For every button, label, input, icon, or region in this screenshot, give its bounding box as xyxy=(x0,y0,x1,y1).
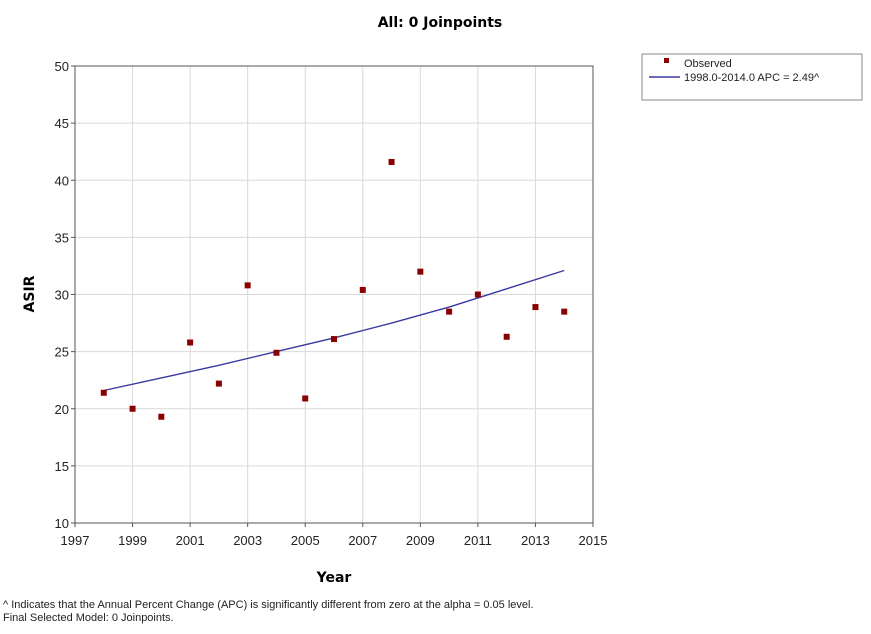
observed-point xyxy=(388,158,395,165)
x-tick-label: 2015 xyxy=(579,533,608,548)
legend-box xyxy=(641,53,863,101)
y-tick-label: 45 xyxy=(55,116,69,131)
observed-point xyxy=(532,304,539,311)
observed-point xyxy=(187,339,194,346)
x-tick-label: 2003 xyxy=(233,533,262,548)
grid xyxy=(75,66,593,523)
legend-trend-label: 1998.0-2014.0 APC = 2.49^ xyxy=(684,72,820,84)
x-tick-label: 2013 xyxy=(521,533,550,548)
y-axis: 10 15 20 25 30 35 40 45 50 xyxy=(55,59,75,531)
y-tick-label: 40 xyxy=(55,173,69,188)
observed-point xyxy=(474,291,481,298)
x-tick-label: 2001 xyxy=(176,533,205,548)
x-tick-label: 2011 xyxy=(464,533,492,548)
footnote-final-model: Final Selected Model: 0 Joinpoints. xyxy=(3,612,174,624)
observed-point xyxy=(302,395,309,402)
observed-point xyxy=(215,380,222,387)
observed-point xyxy=(446,308,453,315)
legend: Observed 1998.0-2014.0 APC = 2.49^ xyxy=(641,53,863,101)
observed-point xyxy=(417,268,424,275)
observed-point xyxy=(158,413,165,420)
y-tick-label: 15 xyxy=(55,459,69,474)
observed-point xyxy=(100,389,107,396)
y-tick-label: 50 xyxy=(55,59,69,74)
y-tick-label: 25 xyxy=(55,345,69,360)
observed-point xyxy=(244,282,251,289)
y-tick-label: 10 xyxy=(55,516,69,531)
y-tick-label: 35 xyxy=(55,230,69,245)
observed-point xyxy=(129,405,136,412)
x-axis: 1997 1999 2001 2003 2005 2007 2009 2011 2013 2015 xyxy=(61,523,608,548)
legend-observed-label: Observed xyxy=(684,58,732,70)
observed-point xyxy=(503,333,510,340)
legend-observed-marker xyxy=(664,58,669,63)
observed-point xyxy=(273,349,280,356)
x-tick-label: 2005 xyxy=(291,533,320,548)
x-axis-title: Year xyxy=(316,570,352,586)
x-tick-label: 2007 xyxy=(348,533,377,548)
y-axis-title: ASIR xyxy=(22,275,38,312)
x-tick-label: 1999 xyxy=(118,533,147,548)
chart-title: All: 0 Joinpoints xyxy=(378,15,503,31)
y-tick-label: 20 xyxy=(55,402,69,417)
observed-points xyxy=(100,158,568,420)
x-tick-label: 1997 xyxy=(61,533,90,548)
y-tick-label: 30 xyxy=(55,288,69,303)
trend-line xyxy=(103,269,565,392)
footnote-apc: ^ Indicates that the Annual Percent Chan… xyxy=(3,599,534,611)
observed-point xyxy=(359,286,366,293)
observed-point xyxy=(561,308,568,315)
observed-point xyxy=(331,336,337,343)
x-tick-label: 2009 xyxy=(406,533,435,548)
